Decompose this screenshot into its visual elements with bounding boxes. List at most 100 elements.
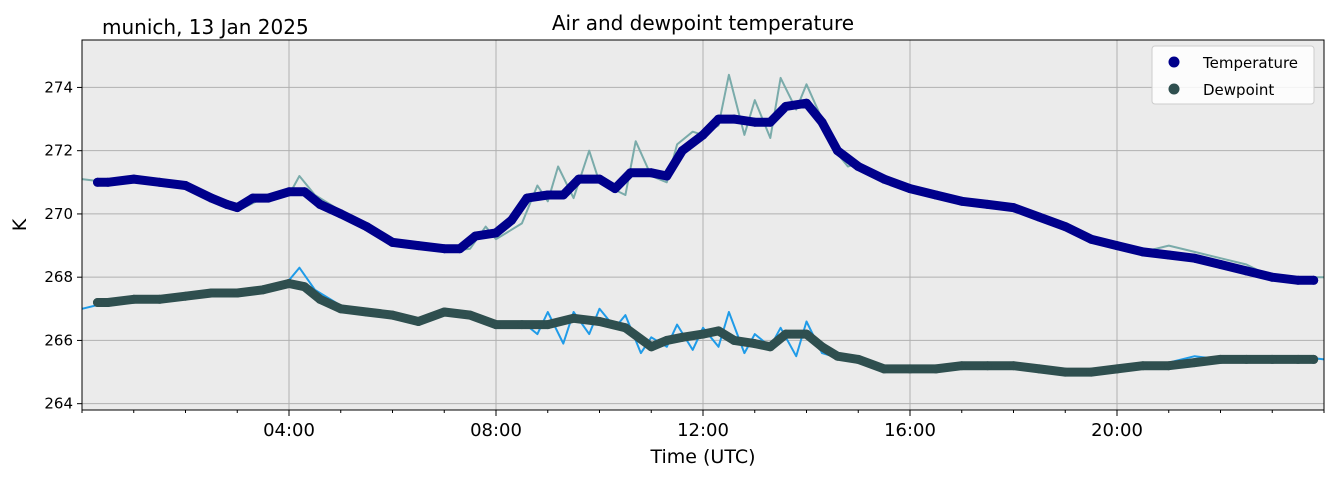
data-point-dewpoint — [543, 320, 553, 330]
data-point-dewpoint — [765, 342, 775, 352]
grid-lines — [82, 40, 1324, 410]
data-point-dewpoint — [931, 364, 941, 374]
y-tick-label: 264 — [44, 395, 73, 413]
data-point-dewpoint — [1241, 354, 1251, 364]
data-point-temperature — [491, 228, 501, 238]
x-tick-label: 04:00 — [263, 420, 315, 441]
data-point-dewpoint — [1267, 354, 1277, 364]
data-point-dewpoint — [879, 364, 889, 374]
y-tick-label: 270 — [44, 205, 73, 223]
data-point-temperature — [853, 162, 863, 171]
data-point-temperature — [284, 187, 294, 197]
data-point-temperature — [455, 244, 465, 254]
data-point-temperature — [646, 168, 656, 178]
data-point-temperature — [543, 190, 553, 200]
y-tick-label: 266 — [44, 331, 73, 349]
data-point-temperature — [1112, 241, 1122, 251]
data-point-temperature — [413, 241, 423, 251]
data-point-temperature — [232, 203, 242, 213]
data-point-dewpoint — [1293, 354, 1303, 364]
data-point-dewpoint — [93, 298, 102, 307]
data-point-temperature — [802, 98, 811, 108]
data-point-temperature — [1293, 275, 1303, 285]
data-point-dewpoint — [129, 294, 139, 304]
data-point-dewpoint — [206, 288, 216, 298]
data-point-dewpoint — [781, 329, 791, 339]
data-point-dewpoint — [491, 320, 501, 330]
data-point-dewpoint — [336, 304, 346, 314]
data-point-temperature — [507, 215, 516, 225]
data-point-dewpoint — [300, 282, 309, 292]
data-point-dewpoint — [905, 364, 915, 374]
data-point-temperature — [93, 177, 102, 187]
data-point-dewpoint — [413, 317, 423, 326]
data-point-temperature — [1086, 234, 1096, 244]
data-point-dewpoint — [362, 307, 372, 317]
legend-marker-temperature — [1168, 56, 1180, 68]
data-point-temperature — [662, 171, 672, 181]
data-point-temperature — [522, 193, 532, 203]
data-point-temperature — [983, 199, 993, 209]
data-point-dewpoint — [258, 285, 268, 295]
data-point-temperature — [558, 190, 568, 200]
data-point-temperature — [931, 190, 941, 200]
data-point-temperature — [129, 174, 139, 184]
data-point-temperature — [1138, 247, 1148, 257]
data-point-dewpoint — [1138, 361, 1148, 371]
data-point-temperature — [574, 174, 584, 184]
data-point-dewpoint — [1086, 367, 1096, 377]
data-point-temperature — [626, 168, 635, 178]
data-point-dewpoint — [1216, 354, 1225, 364]
data-point-dewpoint — [1190, 358, 1200, 368]
data-point-dewpoint — [662, 335, 672, 345]
data-point-dewpoint — [1309, 354, 1319, 364]
data-point-temperature — [1309, 275, 1319, 285]
data-point-temperature — [817, 117, 827, 127]
data-point-dewpoint — [232, 288, 242, 298]
y-axis-label: K — [9, 218, 31, 231]
data-point-temperature — [1060, 222, 1070, 232]
location-date-label: munich, 13 Jan 2025 — [102, 15, 309, 39]
data-point-temperature — [248, 193, 258, 203]
data-point-dewpoint — [315, 294, 325, 304]
y-tick-label: 268 — [44, 268, 73, 286]
data-point-temperature — [905, 184, 915, 194]
data-point-dewpoint — [646, 342, 656, 352]
y-axis-ticks: 264 266 268 270 272 274 — [44, 78, 82, 413]
x-tick-label: 08:00 — [470, 420, 522, 441]
x-tick-label: 16:00 — [884, 420, 936, 441]
data-point-dewpoint — [388, 310, 397, 320]
data-point-temperature — [388, 237, 397, 247]
data-point-dewpoint — [983, 361, 993, 371]
data-point-temperature — [729, 114, 739, 124]
data-point-dewpoint — [155, 294, 165, 304]
data-point-temperature — [315, 199, 325, 209]
x-axis-ticks: 04:00 08:00 12:00 16:00 20:00 — [81, 410, 1325, 441]
x-tick-label: 12:00 — [677, 420, 729, 441]
data-point-temperature — [1216, 260, 1225, 269]
data-point-temperature — [1009, 203, 1018, 213]
legend-label-dewpoint: Dewpoint — [1203, 81, 1274, 99]
data-point-dewpoint — [714, 326, 723, 336]
data-point-temperature — [336, 209, 346, 219]
data-point-temperature — [714, 114, 723, 124]
data-point-temperature — [595, 174, 604, 184]
data-point-temperature — [698, 130, 708, 140]
data-point-dewpoint — [729, 335, 739, 345]
data-point-dewpoint — [833, 351, 842, 361]
data-point-temperature — [781, 101, 791, 111]
data-point-dewpoint — [569, 313, 579, 323]
data-point-dewpoint — [957, 361, 967, 371]
data-point-dewpoint — [1009, 361, 1018, 371]
data-point-dewpoint — [750, 339, 760, 349]
y-tick-label: 274 — [44, 78, 73, 96]
data-point-temperature — [206, 193, 216, 203]
data-point-dewpoint — [181, 291, 190, 301]
data-point-dewpoint — [802, 329, 811, 339]
data-point-temperature — [833, 146, 842, 156]
x-axis-label: Time (UTC) — [649, 446, 755, 468]
data-point-dewpoint — [1060, 367, 1070, 377]
data-point-temperature — [222, 199, 232, 209]
data-point-temperature — [610, 184, 620, 194]
data-point-dewpoint — [439, 307, 449, 317]
